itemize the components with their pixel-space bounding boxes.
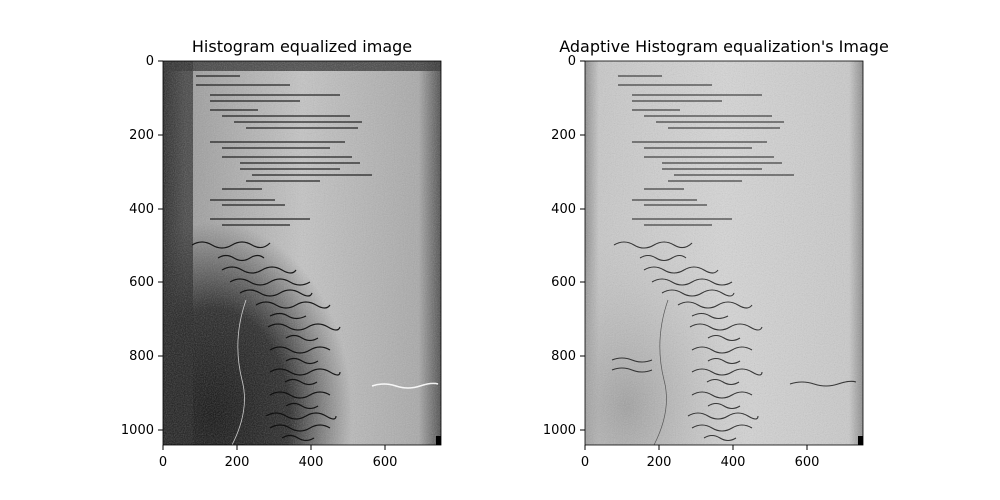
x-tick-label: 600: [795, 455, 820, 470]
y-tick-label: 1000: [121, 423, 154, 438]
y-tick-label: 0: [146, 54, 154, 69]
x-tick-label: 0: [159, 455, 167, 470]
y-tick-label: 200: [551, 128, 576, 143]
typed-code-lines: [618, 75, 794, 226]
typed-code-lines: [196, 75, 372, 226]
y-tick-label: 0: [568, 54, 576, 69]
y-axis: 0 200 400 600 800 1000: [543, 54, 585, 438]
y-tick-label: 200: [129, 128, 154, 143]
x-tick-label: 400: [721, 455, 746, 470]
handwritten-code-strokes: [191, 241, 439, 446]
adaptive-histogram-equalized-panel: Adaptive Histogram equalization's Image …: [543, 37, 889, 470]
x-tick-label: 0: [581, 455, 589, 470]
chart-title: Histogram equalized image: [192, 37, 412, 56]
x-tick-label: 200: [225, 455, 250, 470]
chart-title: Adaptive Histogram equalization's Image: [559, 37, 889, 56]
x-tick-label: 600: [373, 455, 398, 470]
y-axis: 0 200 400 600 800 1000: [121, 54, 163, 438]
x-axis: 0 200 400 600: [159, 445, 398, 470]
histogram-equalized-panel: Histogram equalized image 0 200 400 600 …: [121, 37, 442, 470]
x-tick-label: 400: [299, 455, 324, 470]
y-tick-label: 600: [551, 275, 576, 290]
y-tick-label: 400: [129, 202, 154, 217]
x-tick-label: 200: [647, 455, 672, 470]
y-tick-label: 800: [551, 349, 576, 364]
y-tick-label: 400: [551, 202, 576, 217]
histogram-equalized-image: [162, 60, 442, 446]
y-tick-label: 1000: [543, 423, 576, 438]
y-tick-label: 600: [129, 275, 154, 290]
adaptive-equalized-image: [584, 60, 864, 446]
y-tick-label: 800: [129, 349, 154, 364]
x-axis: 0 200 400 600: [581, 445, 820, 470]
handwritten-code-strokes: [611, 241, 857, 446]
